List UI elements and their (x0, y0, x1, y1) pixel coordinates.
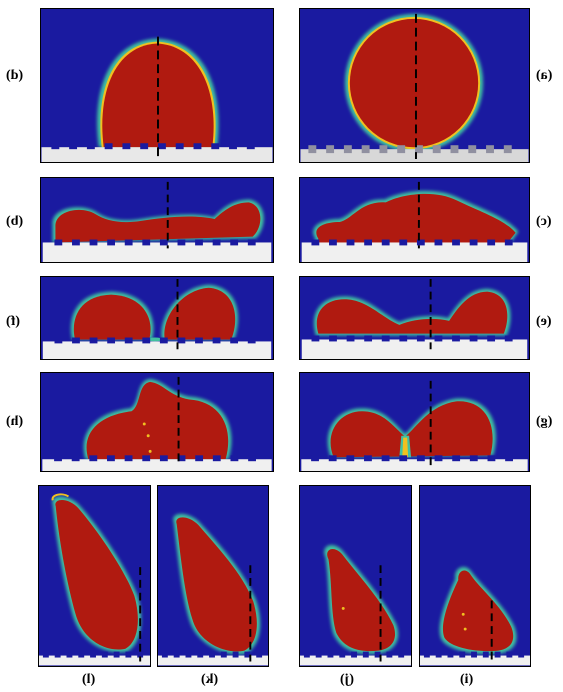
droplet-h (83, 378, 232, 460)
panel-a (299, 8, 530, 163)
label-b: (b) (6, 214, 24, 229)
droplet-c (313, 190, 519, 243)
panel-j (299, 485, 412, 667)
droplet-b (52, 199, 264, 243)
panel-k (157, 485, 269, 667)
droplet-a (344, 13, 484, 153)
panel-b (40, 177, 274, 263)
panel-e (299, 276, 530, 360)
panel-h (40, 372, 274, 472)
droplet-i (439, 567, 517, 655)
droplet-simulation-i (420, 486, 530, 666)
label-j: (j) (340, 672, 354, 687)
droplet-k (173, 513, 261, 655)
label-k: (k) (201, 672, 219, 687)
panel-l (38, 485, 151, 667)
droplet-f (70, 284, 239, 342)
droplet-simulation-h (42, 373, 272, 471)
label-l: (l) (82, 672, 96, 687)
droplet-simulation-a (300, 9, 529, 162)
droplet-simulation-k (158, 486, 268, 666)
panel-d (40, 8, 274, 163)
droplet-j (324, 545, 399, 655)
droplet-simulation-g (301, 373, 528, 471)
droplet-l (51, 493, 142, 653)
droplet-simulation-e (301, 277, 528, 359)
label-i: (i) (460, 672, 474, 687)
panel-g (299, 372, 530, 472)
droplet-simulation-l (39, 486, 150, 666)
label-a: (a) (536, 68, 553, 83)
label-c: (c) (536, 214, 552, 229)
panel-c (299, 177, 530, 263)
label-f: (f) (6, 314, 20, 329)
droplet-simulation-f (42, 277, 272, 359)
label-e: (e) (536, 314, 552, 329)
droplet-simulation-j (300, 486, 411, 666)
label-h: (h) (6, 414, 24, 429)
droplet-e (313, 288, 511, 336)
panel-f (40, 276, 274, 360)
label-g: (g) (536, 414, 553, 429)
droplet-simulation-d (41, 9, 273, 162)
panel-i (419, 485, 531, 667)
droplet-simulation-b (42, 178, 272, 262)
droplet-simulation-c (301, 178, 528, 262)
droplet-g (327, 398, 496, 458)
label-d: (d) (6, 68, 24, 83)
